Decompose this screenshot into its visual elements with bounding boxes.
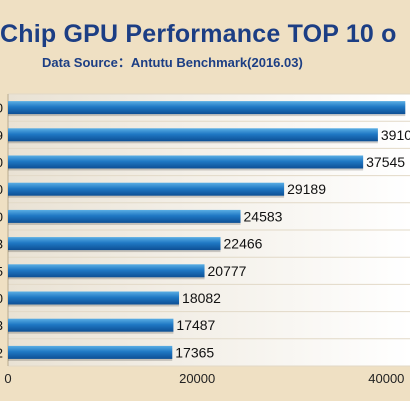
bar <box>8 345 173 359</box>
chart-subtitle: Data Source：Antutu Benchmark(2016.03) <box>42 55 303 70</box>
category-label: 0 <box>0 155 3 170</box>
category-label: 2 <box>0 345 3 360</box>
category-label: 0 <box>0 291 3 306</box>
value-label: 17487 <box>176 317 215 333</box>
category-label: 0 <box>0 209 3 224</box>
value-label: 39104 <box>381 127 410 143</box>
x-tick-label: 20000 <box>179 371 215 386</box>
x-tick-label: 0 <box>4 371 11 386</box>
category-label: 3 <box>0 318 3 333</box>
bar <box>8 155 364 169</box>
category-label: 0 <box>0 101 3 116</box>
value-label: 18082 <box>182 290 221 306</box>
category-label: 9 <box>0 128 3 143</box>
chart-title: Chip GPU Performance TOP 10 o <box>0 20 397 48</box>
bar <box>8 101 406 115</box>
bar <box>8 264 205 278</box>
value-label: 17365 <box>175 344 214 360</box>
value-label: 22466 <box>224 236 263 252</box>
bar <box>8 182 285 196</box>
value-label: 37545 <box>366 154 405 170</box>
x-tick-label: 40000 <box>368 371 404 386</box>
value-label: 24583 <box>244 208 283 224</box>
bar <box>8 318 174 332</box>
category-label: 3 <box>0 237 3 252</box>
bar <box>8 209 241 223</box>
bar <box>8 237 221 251</box>
category-label: 0 <box>0 182 3 197</box>
bar <box>8 291 180 305</box>
bar <box>8 128 378 142</box>
value-label: 20777 <box>208 263 247 279</box>
category-label: 5 <box>0 264 3 279</box>
value-label: 29189 <box>287 181 326 197</box>
